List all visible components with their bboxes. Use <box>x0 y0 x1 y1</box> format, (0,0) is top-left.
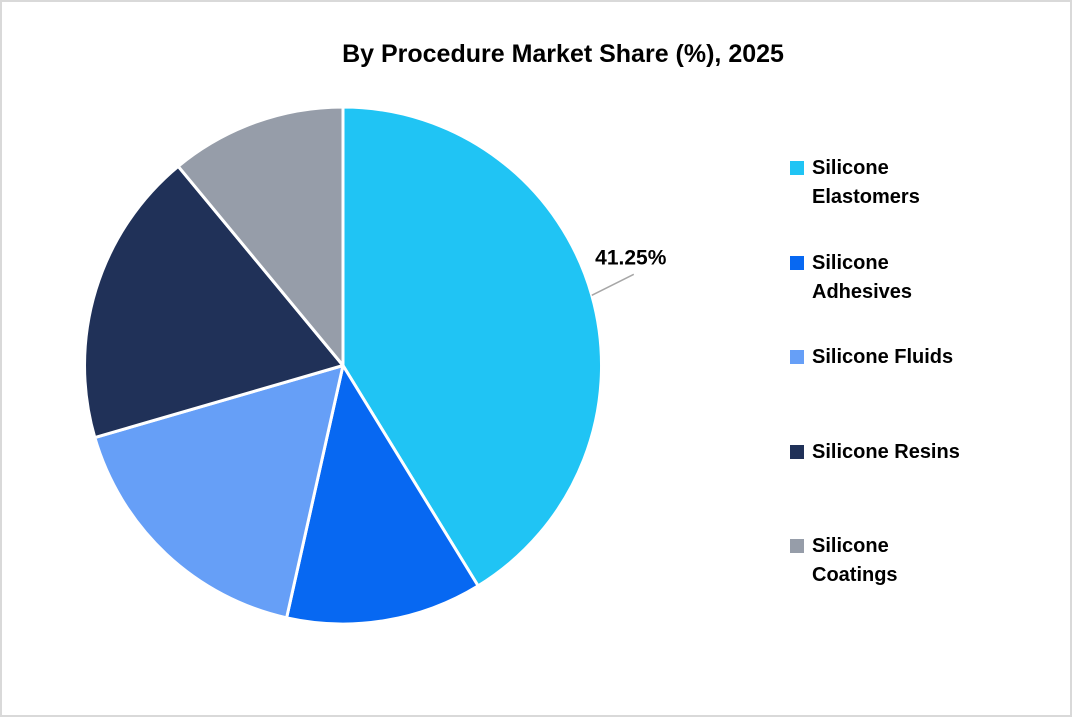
legend-label-silicone-adhesives: Silicone Adhesives <box>812 251 913 303</box>
legend-swatch-silicone-resins <box>790 444 804 459</box>
legend-label-silicone-fluids: Silicone Fluids <box>812 346 954 368</box>
legend-swatch-silicone-coatings <box>790 539 804 553</box>
pie-slice-silicone-resins <box>83 164 345 440</box>
legend: Silicone Elastomers Silicone Adhesives Sil… <box>790 154 980 654</box>
pie-slice-silicone-coatings <box>176 105 345 367</box>
pie-slice-silicone-elastomers <box>341 105 604 588</box>
legend-item-silicone-fluids: Silicone Fluids <box>790 343 953 372</box>
pie-slice-silicone-fluids <box>93 364 345 620</box>
legend-item-silicone-elastomers: Silicone Elastomers <box>790 154 920 212</box>
pie-slice-silicone-adhesives <box>285 364 480 626</box>
legend-label-silicone-resins: Silicone Resins <box>812 440 960 463</box>
data-label-leader-line <box>591 273 635 296</box>
legend-swatch-silicone-elastomers <box>790 161 804 175</box>
legend-swatch-silicone-fluids <box>790 350 804 364</box>
legend-swatch-silicone-adhesives <box>790 255 804 270</box>
data-label-silicone-elastomers: 41.25% <box>595 246 667 269</box>
chart-title: By Procedure Market Share (%), 2025 <box>342 40 784 68</box>
legend-item-silicone-resins: Silicone Resins <box>790 438 960 467</box>
legend-item-silicone-coatings: Silicone Coatings <box>790 532 898 590</box>
legend-item-silicone-adhesives: Silicone Adhesives <box>790 249 912 307</box>
legend-label-silicone-coatings: Silicone Coatings <box>812 535 898 586</box>
legend-label-silicone-elastomers: Silicone Elastomers <box>812 157 920 208</box>
